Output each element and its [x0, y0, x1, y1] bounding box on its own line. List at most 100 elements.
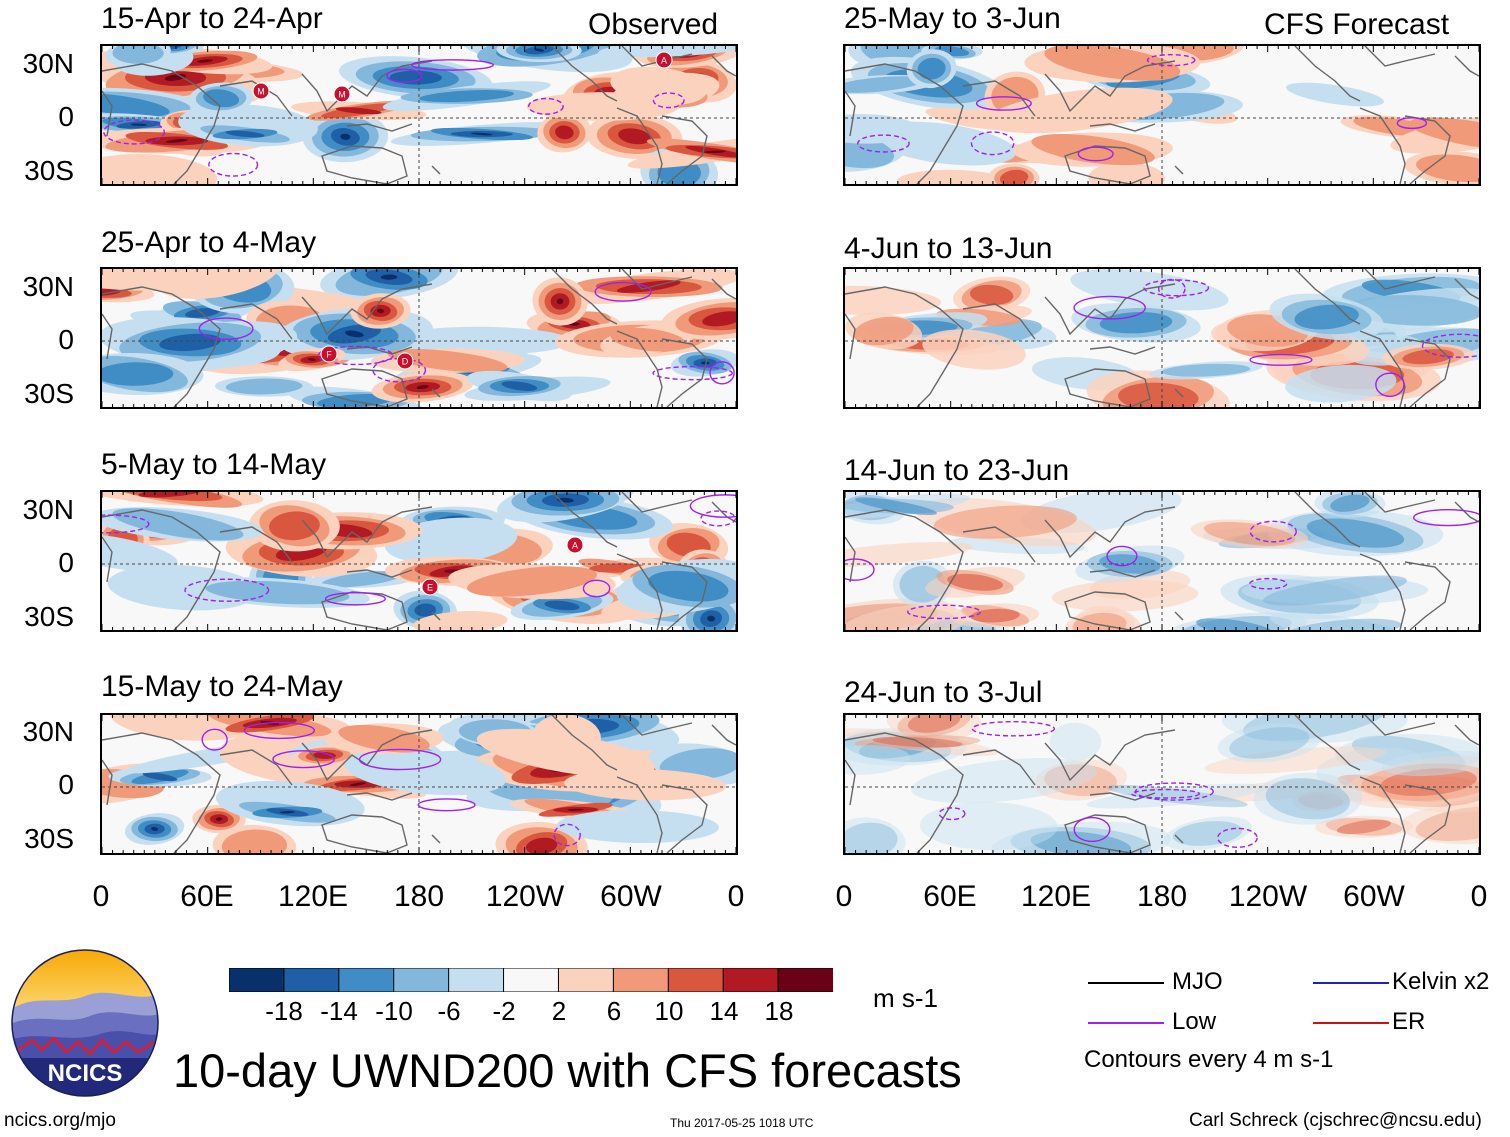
tropical-cyclone-icon: A [566, 536, 584, 559]
lat-label: 0 [58, 769, 74, 800]
lon-label: 120W [1228, 880, 1308, 913]
lat-label: 0 [58, 101, 74, 132]
observed-panel-title: 15-May to 24-May [101, 670, 343, 703]
tropical-cyclone-icon: M [252, 82, 270, 105]
contour-interval-note: Contours every 4 m s-1 [1084, 1046, 1334, 1073]
lon-label: 60E [923, 880, 977, 913]
svg-text:M: M [257, 87, 265, 97]
kelvin-legend-label: Kelvin x2 [1392, 968, 1490, 995]
colorbar-swatches [228, 967, 834, 993]
observed-map-panel-1 [100, 44, 738, 186]
svg-text:D: D [402, 357, 409, 367]
colorbar-swatch [557, 967, 615, 993]
colorbar-label: -10 [375, 996, 413, 1026]
lat-label: 30S [24, 378, 74, 409]
lat-label: 30N [22, 494, 74, 525]
lat-label: 30N [22, 271, 74, 302]
svg-text:F: F [326, 350, 332, 360]
lon-label: 0 [1470, 880, 1488, 913]
tropical-cyclone-icon: D [396, 352, 414, 375]
tropical-cyclone-icon: F [320, 345, 338, 368]
footer-timestamp: Thu 2017-05-25 1018 UTC [670, 1116, 814, 1130]
er-legend-line [1313, 1022, 1389, 1024]
observed-panel-title: 5-May to 14-May [101, 448, 327, 481]
colorbar-swatch [612, 967, 670, 993]
uwnd-anomaly-map [845, 715, 1479, 853]
uwnd-anomaly-map [102, 46, 736, 184]
colorbar-swatch [283, 967, 340, 993]
uwnd-anomaly-map [102, 715, 736, 853]
colorbar-label: 14 [709, 996, 739, 1026]
uwnd-anomaly-map [102, 492, 736, 630]
low-legend-line [1088, 1022, 1164, 1024]
forecast-map-panel-2 [843, 267, 1481, 409]
lat-label: 0 [58, 547, 74, 578]
forecast-panel-title: 24-Jun to 3-Jul [844, 676, 1043, 709]
forecast-map-panel-1 [843, 44, 1481, 186]
low-legend-label: Low [1172, 1008, 1217, 1035]
lon-label: 60W [1343, 880, 1405, 913]
colorbar [228, 967, 834, 993]
forecast-panel-title: 4-Jun to 13-Jun [844, 232, 1053, 265]
lon-label: 0 [727, 880, 745, 913]
colorbar-swatch [448, 967, 505, 993]
colorbar-swatch [722, 967, 780, 993]
lat-label: 30N [22, 48, 74, 79]
colorbar-swatch [667, 967, 725, 993]
forecast-panel-title: 25-May to 3-Jun [844, 2, 1061, 35]
svg-text:NCICS: NCICS [48, 1060, 123, 1087]
observed-map-panel-4 [100, 713, 738, 855]
lat-label: 30S [24, 155, 74, 186]
uwnd-anomaly-map [845, 46, 1479, 184]
uwnd-anomaly-map [845, 492, 1479, 630]
main-title: 10-day UWND200 with CFS forecasts [173, 1044, 962, 1097]
colorbar-swatch [393, 967, 450, 993]
observed-map-panel-3 [100, 490, 738, 632]
observed-panel-title: 15-Apr to 24-Apr [101, 2, 323, 35]
colorbar-label: 10 [654, 996, 684, 1026]
lon-label: 60W [600, 880, 662, 913]
forecast-panel-title: 14-Jun to 23-Jun [844, 454, 1070, 487]
mjo-legend-label: MJO [1172, 968, 1223, 995]
colorbar-label: -2 [492, 996, 516, 1026]
lon-label: 120E [1020, 880, 1092, 913]
forecast-header: CFS Forecast [1264, 8, 1450, 41]
svg-text:M: M [338, 90, 346, 100]
lat-label: 30N [22, 716, 74, 747]
colorbar-swatch [228, 967, 285, 993]
ncics-logo: NCICS [10, 948, 160, 1098]
lon-label: 180 [1136, 880, 1188, 913]
mjo-legend-line [1088, 982, 1164, 984]
tropical-cyclone-icon: M [333, 85, 351, 108]
colorbar-label: 18 [764, 996, 794, 1026]
colorbar-units: m s-1 [873, 983, 938, 1013]
lat-label: 30S [24, 601, 74, 632]
colorbar-label: -6 [437, 996, 461, 1026]
footer-author: Carl Schreck (cjschrec@ncsu.edu) [1189, 1110, 1482, 1131]
lon-label: 120E [277, 880, 349, 913]
colorbar-swatch [503, 967, 560, 993]
observed-map-panel-2 [100, 267, 738, 409]
forecast-map-panel-4 [843, 713, 1481, 855]
lon-label: 60E [180, 880, 234, 913]
colorbar-swatch [338, 967, 395, 993]
er-legend-label: ER [1392, 1008, 1426, 1035]
lon-label: 0 [835, 880, 853, 913]
tropical-cyclone-icon: A [655, 51, 673, 74]
tropical-cyclone-icon: E [421, 578, 439, 601]
colorbar-label: 6 [606, 996, 622, 1026]
lat-label: 30S [24, 823, 74, 854]
observed-header: Observed [588, 8, 719, 41]
lon-label: 180 [393, 880, 445, 913]
uwnd-anomaly-map [845, 269, 1479, 407]
colorbar-label: 2 [551, 996, 567, 1026]
colorbar-swatch [777, 967, 834, 993]
svg-text:E: E [427, 583, 433, 593]
colorbar-label: -14 [320, 996, 358, 1026]
lon-label: 0 [92, 880, 110, 913]
colorbar-label: -18 [265, 996, 303, 1026]
uwnd-anomaly-map [102, 269, 736, 407]
observed-panel-title: 25-Apr to 4-May [101, 226, 317, 259]
lat-label: 0 [58, 324, 74, 355]
footer-url[interactable]: ncics.org/mjo [4, 1110, 116, 1131]
